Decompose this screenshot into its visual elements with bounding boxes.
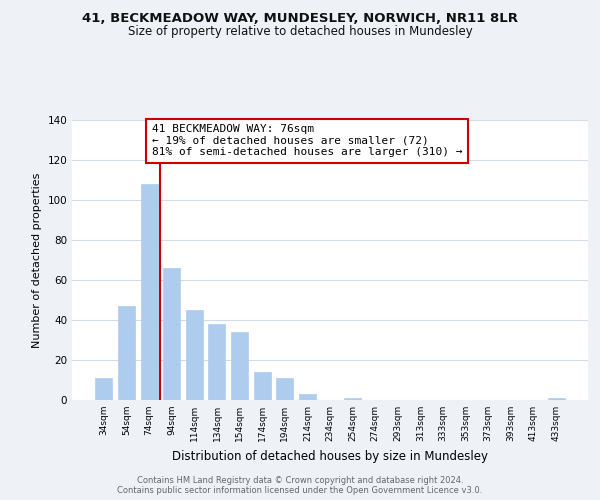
Text: Contains public sector information licensed under the Open Government Licence v3: Contains public sector information licen…: [118, 486, 482, 495]
Bar: [299, 394, 316, 400]
Text: 41 BECKMEADOW WAY: 76sqm
← 19% of detached houses are smaller (72)
81% of semi-d: 41 BECKMEADOW WAY: 76sqm ← 19% of detach…: [152, 124, 463, 158]
Y-axis label: Number of detached properties: Number of detached properties: [32, 172, 42, 348]
Text: 41, BECKMEADOW WAY, MUNDESLEY, NORWICH, NR11 8LR: 41, BECKMEADOW WAY, MUNDESLEY, NORWICH, …: [82, 12, 518, 26]
X-axis label: Distribution of detached houses by size in Mundesley: Distribution of detached houses by size …: [172, 450, 488, 462]
Bar: [95, 378, 112, 400]
Bar: [208, 324, 226, 400]
Bar: [118, 306, 135, 400]
Text: Contains HM Land Registry data © Crown copyright and database right 2024.: Contains HM Land Registry data © Crown c…: [137, 476, 463, 485]
Bar: [140, 184, 158, 400]
Bar: [186, 310, 203, 400]
Bar: [277, 378, 293, 400]
Bar: [231, 332, 248, 400]
Bar: [254, 372, 271, 400]
Bar: [344, 398, 361, 400]
Bar: [548, 398, 565, 400]
Bar: [163, 268, 180, 400]
Text: Size of property relative to detached houses in Mundesley: Size of property relative to detached ho…: [128, 25, 472, 38]
